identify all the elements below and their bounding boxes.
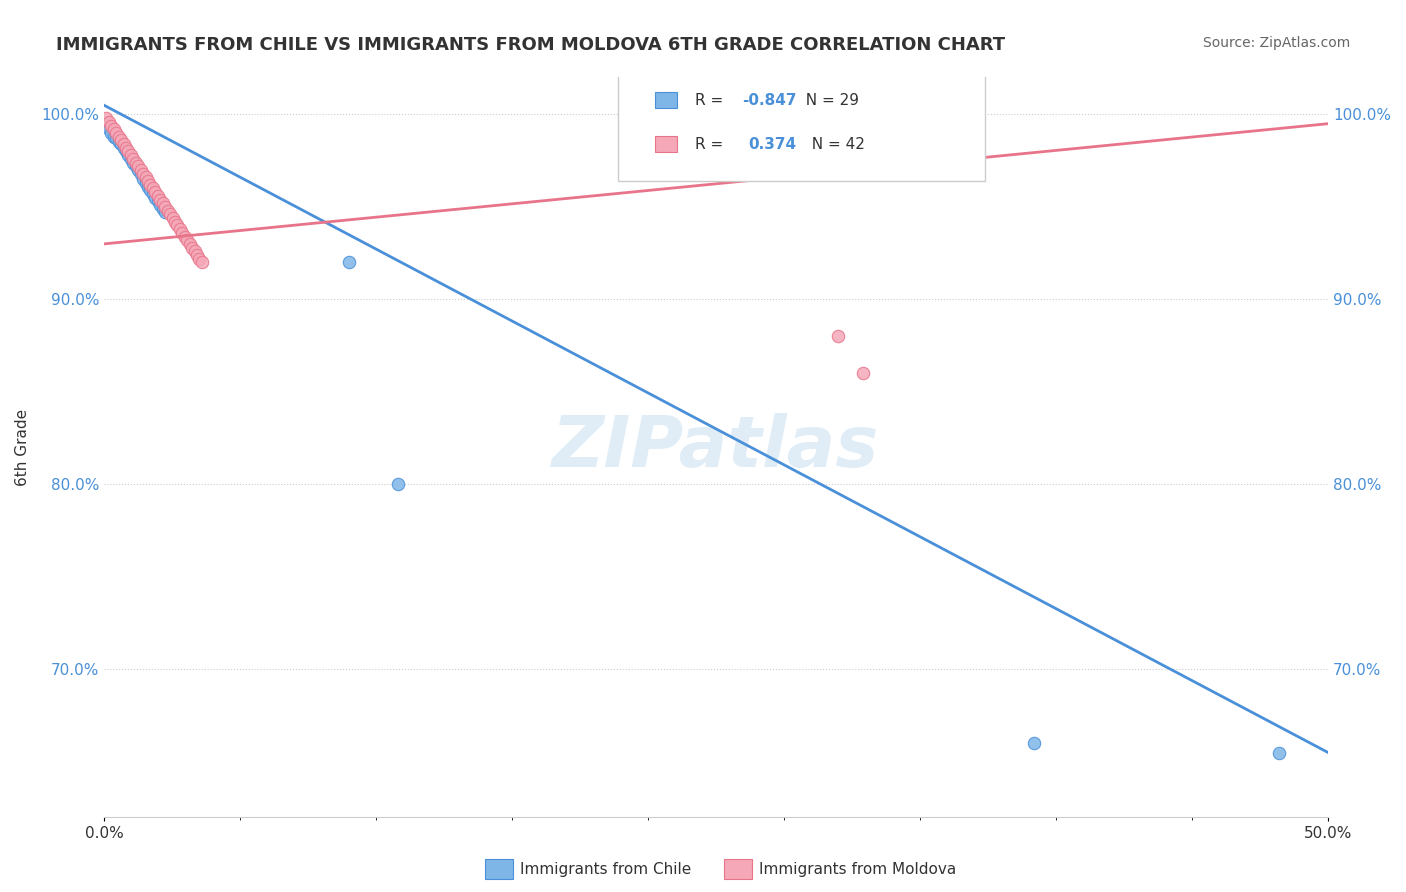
Point xyxy=(103,129,125,144)
Point xyxy=(117,145,139,159)
Text: N = 42: N = 42 xyxy=(801,137,865,152)
Point xyxy=(112,136,135,151)
Point xyxy=(188,252,211,266)
Point xyxy=(852,367,875,381)
Text: 0.374: 0.374 xyxy=(748,137,796,152)
Point xyxy=(139,178,162,192)
Text: -0.847: -0.847 xyxy=(742,93,796,108)
Point xyxy=(103,122,125,136)
FancyBboxPatch shape xyxy=(655,136,676,153)
Y-axis label: 6th Grade: 6th Grade xyxy=(15,409,30,486)
Point xyxy=(146,189,169,203)
Text: ZIPatlas: ZIPatlas xyxy=(553,413,880,482)
Point xyxy=(145,185,167,199)
Point xyxy=(97,115,120,129)
Point xyxy=(110,133,132,147)
Point xyxy=(110,136,132,151)
Point xyxy=(142,181,165,195)
Point xyxy=(191,255,214,269)
Point xyxy=(115,141,138,155)
Point xyxy=(159,207,181,221)
Point xyxy=(146,194,169,209)
Point xyxy=(173,229,195,244)
Point xyxy=(387,477,409,491)
Point xyxy=(125,159,148,173)
Point xyxy=(96,117,118,131)
Point xyxy=(186,248,208,262)
FancyBboxPatch shape xyxy=(655,92,676,108)
Point xyxy=(127,159,149,173)
Point xyxy=(112,141,135,155)
Point xyxy=(153,205,176,219)
Point xyxy=(162,211,184,225)
Point xyxy=(97,122,120,136)
Point xyxy=(169,222,191,236)
Text: Immigrants from Chile: Immigrants from Chile xyxy=(520,863,692,877)
Text: IMMIGRANTS FROM CHILE VS IMMIGRANTS FROM MOLDOVA 6TH GRADE CORRELATION CHART: IMMIGRANTS FROM CHILE VS IMMIGRANTS FROM… xyxy=(56,36,1005,54)
Point xyxy=(115,145,138,159)
Point xyxy=(132,172,155,186)
Point xyxy=(172,226,194,240)
Point xyxy=(129,162,152,177)
Point xyxy=(100,126,122,140)
Point xyxy=(135,176,157,190)
Point xyxy=(107,135,129,149)
Point xyxy=(136,179,159,194)
Point xyxy=(107,129,129,144)
Point xyxy=(145,191,167,205)
Text: Immigrants from Moldova: Immigrants from Moldova xyxy=(759,863,956,877)
Point xyxy=(100,119,122,133)
Point xyxy=(122,152,145,166)
Point xyxy=(1024,736,1046,750)
Point xyxy=(105,131,128,145)
Point xyxy=(139,183,162,197)
Point xyxy=(132,167,155,181)
Point xyxy=(183,244,205,259)
Point xyxy=(129,167,152,181)
Point xyxy=(153,200,176,214)
Point xyxy=(96,111,118,125)
Point xyxy=(105,126,128,140)
Point xyxy=(127,162,149,177)
Point xyxy=(149,198,172,212)
Point xyxy=(136,174,159,188)
Point xyxy=(152,196,174,211)
Point xyxy=(117,148,139,162)
Point xyxy=(149,193,172,207)
Point xyxy=(120,148,142,162)
Point xyxy=(163,215,186,229)
Text: Source: ZipAtlas.com: Source: ZipAtlas.com xyxy=(1202,36,1350,50)
Point xyxy=(135,170,157,185)
Point xyxy=(181,241,204,255)
Point xyxy=(1268,746,1291,760)
Point xyxy=(156,203,179,218)
Point xyxy=(142,186,165,201)
Point xyxy=(125,155,148,169)
Point xyxy=(176,233,198,247)
Point xyxy=(179,236,201,251)
Point xyxy=(152,202,174,216)
FancyBboxPatch shape xyxy=(619,70,986,181)
Point xyxy=(166,219,188,233)
Text: R =: R = xyxy=(695,137,734,152)
Point xyxy=(337,255,360,269)
Point xyxy=(827,329,849,343)
Text: R =: R = xyxy=(695,93,728,108)
Point xyxy=(120,152,142,166)
Text: N = 29: N = 29 xyxy=(796,93,859,108)
Point xyxy=(122,155,145,169)
